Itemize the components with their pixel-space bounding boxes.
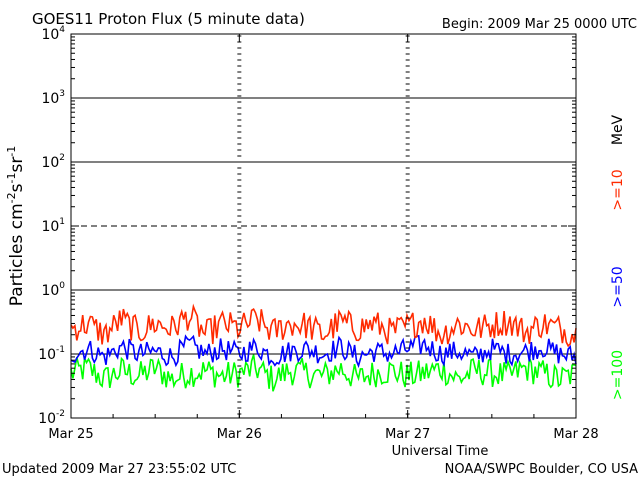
y-tick-label: 100 (41, 281, 65, 299)
x-tick-label: Mar 26 (217, 427, 262, 442)
legend-label-10: >=10 (610, 169, 626, 210)
chart-begin-date: Begin: 2009 Mar 25 0000 UTC (442, 17, 637, 32)
y-label-sr: sr (7, 157, 27, 173)
y-tick-label: 10-1 (38, 345, 65, 363)
y-label-s: s (7, 183, 27, 192)
y-tick-exp: 2 (59, 153, 65, 163)
series-line-gte10 (70, 303, 577, 348)
y-tick-base: 10 (41, 219, 59, 235)
y-tick-exp: 0 (59, 281, 65, 291)
legend-label-100: >=100 (610, 350, 626, 400)
y-label-sup1: -2 (5, 192, 18, 203)
svg-text:Particles cm-2s-1sr-1: Particles cm-2s-1sr-1 (5, 146, 27, 307)
x-axis-label: Universal Time (392, 444, 489, 459)
y-tick-base: 10 (41, 155, 59, 171)
y-label-sup3: -1 (5, 146, 18, 157)
x-tick-label: Mar 25 (48, 427, 93, 442)
series-group (70, 303, 577, 392)
x-tick-label: Mar 28 (553, 427, 598, 442)
x-tick-label: Mar 27 (385, 427, 430, 442)
y-tick-exp: 1 (59, 217, 65, 227)
y-tick-base: 10 (38, 347, 56, 363)
y-tick-base: 10 (41, 283, 59, 299)
updated-timestamp: Updated 2009 Mar 27 23:55:02 UTC (2, 462, 236, 477)
series-line-gte100 (70, 354, 577, 392)
y-tick-label: 101 (41, 217, 65, 235)
y-tick-label: 103 (41, 89, 65, 107)
y-tick-exp: 4 (59, 25, 65, 35)
series-line-gte50 (70, 334, 577, 369)
y-tick-exp: -2 (56, 409, 65, 419)
y-tick-label: 10-2 (38, 409, 65, 427)
legend-units-label: MeV (610, 114, 626, 145)
x-axis: Mar 25 Mar 26 Mar 27 Mar 28 (48, 34, 599, 442)
y-tick-base: 10 (38, 411, 56, 427)
y-tick-label: 104 (41, 25, 65, 43)
y-tick-base: 10 (41, 91, 59, 107)
y-label-sup2: -1 (5, 173, 18, 184)
y-tick-exp: -1 (56, 345, 65, 355)
y-axis-label: Particles cm-2s-1sr-1 (5, 146, 27, 307)
day-separator-ticks (237, 35, 410, 415)
y-tick-label: 102 (41, 153, 65, 171)
y-tick-base: 10 (41, 27, 59, 43)
chart-title: GOES11 Proton Flux (5 minute data) (32, 10, 305, 28)
legend-units: MeV (610, 114, 626, 145)
legend-item-100: >=100 (610, 350, 626, 400)
legend-item-10: >=10 (610, 169, 626, 210)
y-tick-exp: 3 (59, 89, 65, 99)
legend-item-50: >=50 (610, 266, 626, 307)
threshold-lines (71, 97, 576, 355)
credit-text: NOAA/SWPC Boulder, CO USA (445, 462, 638, 477)
legend-label-50: >=50 (610, 266, 626, 307)
y-label-main: Particles cm (7, 203, 27, 306)
